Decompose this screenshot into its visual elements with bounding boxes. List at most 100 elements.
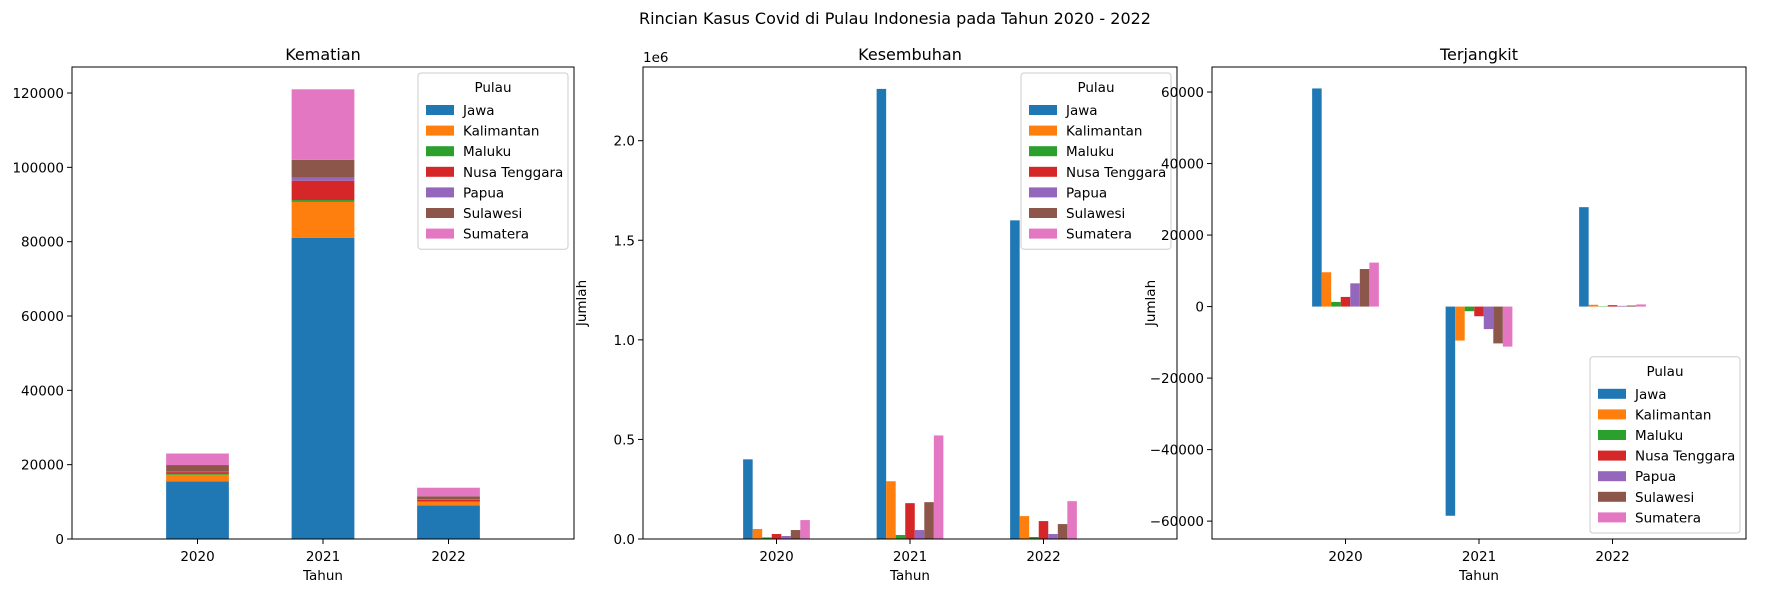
legend-entry: Sumatera xyxy=(463,227,529,243)
legend-swatch xyxy=(426,228,454,239)
bar xyxy=(800,520,810,539)
bar-segment xyxy=(417,505,480,539)
legend-swatch xyxy=(426,146,454,157)
bar xyxy=(1579,207,1589,307)
legend-entry: Maluku xyxy=(463,144,511,160)
legend-swatch xyxy=(1598,512,1626,523)
bar xyxy=(771,534,782,539)
x-tick-label: 2020 xyxy=(759,549,793,565)
y-tick-label: 0 xyxy=(1195,300,1204,316)
bar-segment xyxy=(166,470,229,473)
legend-entry: Nusa Tenggara xyxy=(463,165,563,181)
legend-entry: Kalimantan xyxy=(1635,407,1712,423)
y-tick-label: −20000 xyxy=(1150,371,1204,387)
bar xyxy=(1493,306,1503,344)
legend-entry: Sumatera xyxy=(1635,510,1701,526)
bar-segment xyxy=(417,501,480,506)
legend-box xyxy=(1020,72,1172,250)
bar xyxy=(1048,534,1058,539)
legend-entry: Papua xyxy=(1635,469,1676,485)
legend-swatch xyxy=(1598,430,1626,440)
y-tick-label: 20000 xyxy=(1161,228,1204,244)
y-tick-label: 40000 xyxy=(1161,157,1204,173)
legend-swatch xyxy=(1598,409,1626,420)
bar-segment xyxy=(291,159,355,178)
x-axis-label: Tahun xyxy=(889,568,930,584)
bar xyxy=(1483,306,1494,330)
bar xyxy=(905,503,915,539)
y-tick-label: 120000 xyxy=(12,86,64,102)
bar xyxy=(1019,516,1030,539)
bar xyxy=(1617,305,1627,307)
legend-title: Pulau xyxy=(474,80,511,96)
legend-entry: Jawa xyxy=(462,103,495,119)
legend-entry: Jawa xyxy=(1634,387,1667,403)
legend-swatch xyxy=(426,166,454,177)
legend-entry: Kalimantan xyxy=(463,124,540,140)
bar-segment xyxy=(291,237,355,539)
legend: Pulau Jawa Kalimantan Maluku Nusa Tenggara Pa… xyxy=(1589,356,1741,534)
legend-entry: Nusa Tenggara xyxy=(1635,449,1735,465)
legend-swatch xyxy=(1598,471,1626,482)
legend-entry: Sulawesi xyxy=(1066,206,1125,222)
legend: Pulau Jawa Kalimantan Maluku Nusa Tenggara Pa… xyxy=(1020,72,1172,250)
bar xyxy=(1502,306,1513,347)
panel-title: Kematian xyxy=(285,45,361,64)
panel-kesembuhan: 0.0 0.5 1.0 1.5 2.0 2020 2021 2022 Kesembuhan Tah… xyxy=(574,45,1178,584)
y-tick-label: 80000 xyxy=(21,235,64,251)
bar xyxy=(1057,524,1068,539)
bar xyxy=(790,530,801,539)
legend-swatch xyxy=(426,187,454,198)
legend-box xyxy=(1589,356,1741,534)
legend-swatch xyxy=(1029,208,1057,218)
legend-swatch xyxy=(1598,491,1626,502)
x-tick-label: 2021 xyxy=(306,549,340,565)
legend-title: Pulau xyxy=(1646,364,1683,380)
y-tick-label: 20000 xyxy=(21,458,64,474)
bar xyxy=(1636,304,1646,307)
legend-title: Pulau xyxy=(1077,80,1114,96)
x-tick-label: 2020 xyxy=(1328,549,1362,565)
legend-entry: Sulawesi xyxy=(463,206,522,222)
bar xyxy=(1369,262,1379,307)
y-tick-label: 1.5 xyxy=(614,233,635,249)
bar-segment xyxy=(166,474,229,482)
y-axis-label: Jumlah xyxy=(1143,280,1159,327)
legend-entry: Papua xyxy=(463,185,504,201)
figure-title: Rincian Kasus Covid di Pulau Indonesia p… xyxy=(639,9,1151,28)
bar xyxy=(886,481,896,539)
panel-kematian: 0 20000 40000 60000 80000 100000 120000 2020 202… xyxy=(12,45,575,584)
bar xyxy=(1321,272,1332,307)
bar-segment xyxy=(166,465,229,471)
bar xyxy=(743,459,753,539)
legend-swatch xyxy=(1598,450,1626,461)
y-tick-label: 2.0 xyxy=(614,134,635,150)
y-tick-label: 100000 xyxy=(12,160,64,176)
y-tick-label: −40000 xyxy=(1150,443,1204,459)
bar xyxy=(876,88,887,540)
bar xyxy=(1312,88,1322,307)
bar xyxy=(1350,283,1360,307)
legend-swatch xyxy=(1029,187,1057,198)
bar xyxy=(1010,220,1020,539)
legend: Pulau Jawa Kalimantan Maluku Nusa Tenggara Pa… xyxy=(417,72,569,250)
bar xyxy=(895,535,906,539)
y-tick-label: 60000 xyxy=(1161,85,1204,101)
panel-terjangkit: −60000 −40000 −20000 0 20000 40000 60000 2020 20… xyxy=(1143,45,1747,584)
bar xyxy=(1038,521,1049,539)
legend-swatch xyxy=(426,105,454,115)
legend-entry: Nusa Tenggara xyxy=(1066,165,1166,181)
bar xyxy=(762,537,772,539)
legend-swatch xyxy=(1029,105,1057,115)
panel-title: Kesembuhan xyxy=(858,45,962,64)
bar-segment xyxy=(166,472,229,474)
panel-title: Terjangkit xyxy=(1439,45,1518,64)
y-offset-text: 1e6 xyxy=(643,50,668,66)
bar xyxy=(1455,306,1465,341)
bar-segment xyxy=(166,453,229,466)
bar-segment xyxy=(417,499,480,502)
y-tick-label: 0.0 xyxy=(614,532,635,548)
legend-box xyxy=(417,72,569,250)
y-tick-label: 60000 xyxy=(21,309,64,325)
